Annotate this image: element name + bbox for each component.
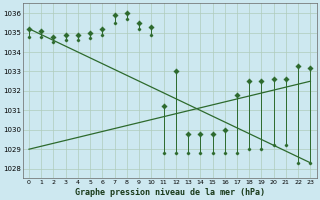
X-axis label: Graphe pression niveau de la mer (hPa): Graphe pression niveau de la mer (hPa) (75, 188, 265, 197)
